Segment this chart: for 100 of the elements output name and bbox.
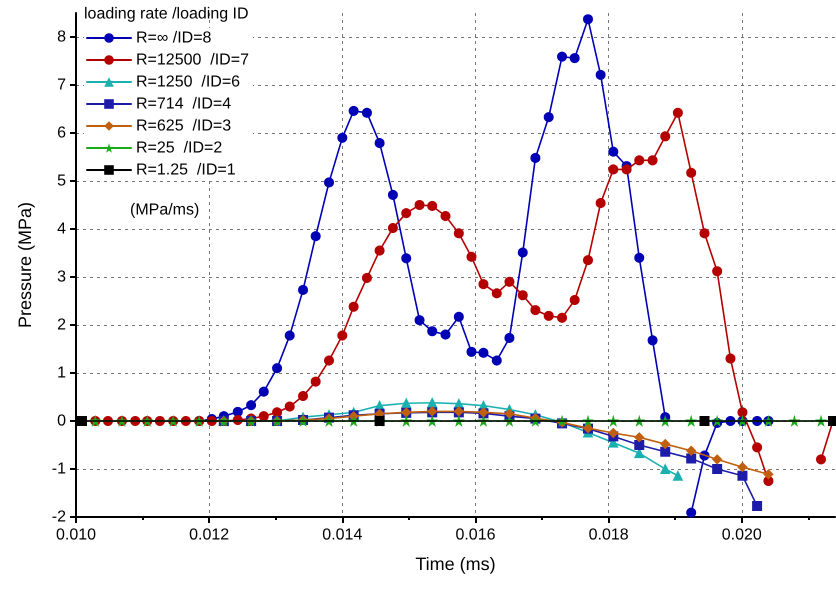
point xyxy=(478,348,488,358)
point xyxy=(700,228,710,238)
y-tick-label: 7 xyxy=(57,76,66,94)
point xyxy=(258,411,269,422)
point xyxy=(388,190,398,200)
point xyxy=(427,398,438,408)
point xyxy=(427,326,438,336)
point xyxy=(752,500,762,511)
point xyxy=(686,453,696,464)
annotation: (MPa/ms) xyxy=(130,202,200,218)
point xyxy=(608,146,618,157)
point xyxy=(660,131,670,142)
point xyxy=(478,279,488,290)
point xyxy=(686,446,696,456)
point xyxy=(310,231,321,242)
point xyxy=(504,408,514,419)
legend-label: R=12500 /ID=7 xyxy=(136,52,250,68)
point xyxy=(388,223,398,234)
point xyxy=(530,152,540,163)
y-axis-title: Pressure (MPa) xyxy=(15,202,35,328)
point xyxy=(583,255,593,266)
point xyxy=(504,276,514,287)
point xyxy=(634,155,644,166)
x-tick-label: 0.020 xyxy=(722,526,762,544)
point xyxy=(466,252,476,262)
point xyxy=(648,155,658,166)
point xyxy=(752,442,762,452)
point xyxy=(530,305,540,316)
point xyxy=(712,454,722,464)
point xyxy=(686,168,696,178)
point xyxy=(634,252,644,263)
point xyxy=(337,330,348,341)
point xyxy=(700,416,710,426)
point xyxy=(374,246,385,256)
point xyxy=(686,508,696,518)
legend-label: R=1.25 /ID=1 xyxy=(136,162,236,178)
point xyxy=(570,295,580,306)
point xyxy=(608,164,618,174)
point xyxy=(648,335,658,346)
point xyxy=(401,253,412,264)
point xyxy=(324,177,334,188)
point xyxy=(232,406,243,417)
point xyxy=(596,198,606,208)
point xyxy=(466,346,476,357)
point xyxy=(284,402,295,412)
point xyxy=(440,211,451,222)
y-tick-label: -1 xyxy=(52,460,66,478)
point xyxy=(763,469,774,480)
point xyxy=(284,330,295,341)
point xyxy=(504,332,514,343)
x-axis-title: Time (ms) xyxy=(415,554,496,574)
y-tick-label: 0 xyxy=(57,412,66,430)
legend-label: R=714 /ID=4 xyxy=(136,96,232,112)
point xyxy=(737,470,748,481)
legend-label: R=1250 /ID=6 xyxy=(136,74,240,90)
y-tick-label: 8 xyxy=(57,28,66,46)
legend-label: R=∞ /ID=8 xyxy=(136,30,212,46)
point xyxy=(634,432,644,442)
point xyxy=(258,386,269,397)
point xyxy=(544,310,554,321)
y-tick-label: 5 xyxy=(57,172,66,190)
y-tick-label: -2 xyxy=(52,508,66,526)
point xyxy=(272,407,282,418)
point xyxy=(414,315,425,326)
point xyxy=(596,70,606,80)
point xyxy=(518,290,528,300)
point xyxy=(492,288,502,298)
point xyxy=(660,439,670,450)
legend-title: loading rate /loading ID xyxy=(84,6,249,22)
x-tick-label: 0.014 xyxy=(322,526,362,544)
point xyxy=(622,164,632,174)
point xyxy=(672,470,683,481)
point xyxy=(544,112,554,122)
point xyxy=(454,312,464,322)
point xyxy=(725,354,736,364)
point xyxy=(672,108,683,118)
point xyxy=(737,462,748,472)
point xyxy=(324,356,334,366)
y-tick-label: 3 xyxy=(57,268,66,286)
point xyxy=(414,200,425,210)
point xyxy=(272,363,282,374)
y-tick-label: 4 xyxy=(57,220,66,238)
x-tick-label: 0.018 xyxy=(588,526,629,544)
point xyxy=(246,400,256,410)
point xyxy=(362,272,372,283)
point xyxy=(634,440,644,450)
x-tick-label: 0.016 xyxy=(455,526,496,544)
point xyxy=(454,228,464,238)
point xyxy=(310,376,321,387)
point xyxy=(608,428,618,438)
legend-label: R=625 /ID=3 xyxy=(136,118,232,134)
point xyxy=(557,312,568,323)
point xyxy=(401,398,412,408)
point xyxy=(401,208,412,218)
point xyxy=(362,108,372,118)
point xyxy=(583,14,593,24)
point xyxy=(737,407,748,418)
point xyxy=(348,106,359,116)
y-tick-label: 6 xyxy=(57,124,66,142)
point xyxy=(337,132,348,143)
